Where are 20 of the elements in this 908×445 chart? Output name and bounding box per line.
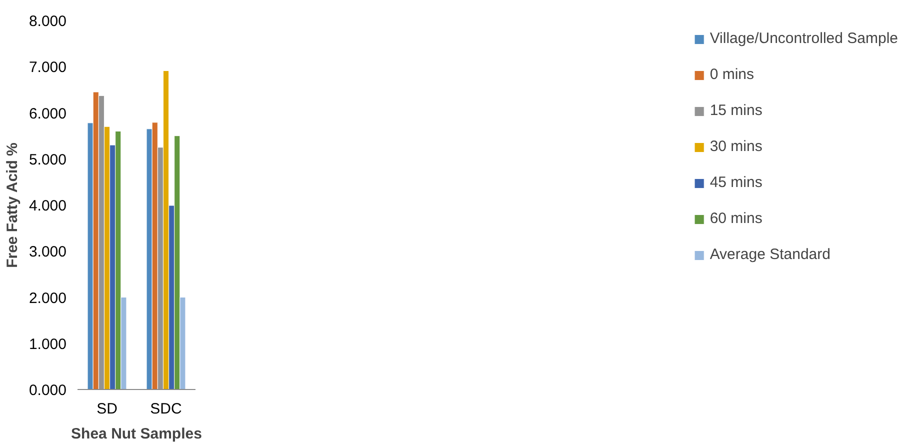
y-tick-label: 0.000	[28, 382, 67, 399]
x-tick-label: SD	[96, 400, 118, 418]
y-tick-label: 1.000	[28, 336, 67, 353]
legend-label: 30 mins	[710, 138, 762, 155]
y-tick-label: 5.000	[28, 151, 67, 168]
legend-label: Village/Uncontrolled Sample	[710, 30, 898, 47]
legend-label: 60 mins	[710, 210, 762, 227]
legend-label: 0 mins	[710, 66, 754, 83]
y-tick-label: 3.000	[28, 244, 67, 261]
y-axis-title: Free Fatty Acid %	[4, 142, 21, 268]
x-tick-label: SDC	[150, 400, 182, 418]
legend-label: 15 mins	[710, 102, 762, 119]
y-tick-label: 4.000	[28, 198, 67, 214]
legend-label: 45 mins	[710, 174, 762, 191]
legend-label: Average Standard	[710, 246, 830, 263]
y-tick-label: 6.000	[28, 105, 67, 122]
y-tick-label: 2.000	[28, 290, 67, 307]
y-tick-label: 7.000	[28, 59, 67, 76]
y-tick-label: 8.000	[28, 13, 67, 30]
x-axis-title: Shea Nut Samples	[71, 426, 202, 442]
